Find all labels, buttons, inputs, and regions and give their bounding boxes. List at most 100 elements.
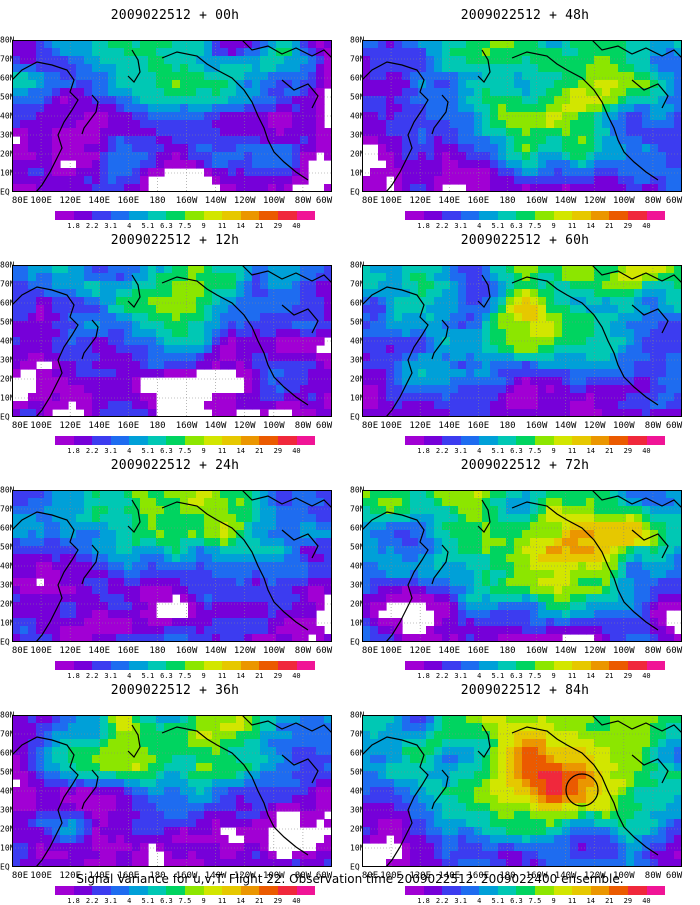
heatmap-cell bbox=[12, 88, 21, 97]
heatmap-cell bbox=[324, 305, 332, 314]
heatmap-cell bbox=[458, 369, 467, 378]
heatmap-cell bbox=[546, 329, 555, 338]
heatmap-cell bbox=[594, 490, 603, 499]
heatmap-cell bbox=[370, 40, 379, 49]
heatmap-cell bbox=[188, 570, 197, 579]
heatmap-cell bbox=[132, 40, 141, 49]
heatmap-cell bbox=[674, 361, 682, 370]
heatmap-cell bbox=[506, 385, 515, 394]
heatmap-cell bbox=[578, 281, 587, 290]
heatmap-cell bbox=[140, 610, 149, 619]
heatmap-cell bbox=[68, 168, 77, 177]
heatmap-cell bbox=[84, 851, 93, 860]
colorbar-swatch bbox=[222, 211, 241, 220]
heatmap-cell bbox=[252, 72, 261, 81]
heatmap-cell bbox=[292, 490, 301, 499]
heatmap-cell bbox=[498, 72, 507, 81]
heatmap-cell bbox=[618, 498, 627, 507]
heatmap-cell bbox=[284, 345, 293, 354]
heatmap-cell bbox=[92, 353, 101, 362]
heatmap-cell bbox=[562, 305, 571, 314]
heatmap-cell bbox=[514, 409, 523, 417]
heatmap-cell bbox=[68, 594, 77, 603]
heatmap-cell bbox=[92, 401, 101, 410]
heatmap-cell bbox=[268, 385, 277, 394]
heatmap-cell bbox=[570, 506, 579, 515]
heatmap-cell bbox=[60, 297, 69, 306]
heatmap-cell bbox=[212, 273, 221, 282]
heatmap-cell bbox=[316, 361, 325, 370]
heatmap-cell bbox=[554, 393, 563, 402]
heatmap-cell bbox=[28, 763, 37, 772]
heatmap-cell bbox=[538, 176, 547, 185]
heatmap-cell bbox=[450, 305, 459, 314]
heatmap-cell bbox=[12, 104, 21, 113]
heatmap-cell bbox=[522, 176, 531, 185]
heatmap-cell bbox=[498, 96, 507, 105]
heatmap-cell bbox=[658, 329, 667, 338]
colorbar-swatch bbox=[148, 661, 167, 670]
heatmap-cell bbox=[386, 297, 395, 306]
heatmap-cell bbox=[650, 514, 659, 523]
heatmap-cell bbox=[12, 313, 21, 322]
heatmap-cell bbox=[458, 393, 467, 402]
heatmap-cell bbox=[244, 377, 253, 386]
heatmap-cell bbox=[292, 265, 301, 274]
heatmap-cell bbox=[578, 353, 587, 362]
heatmap-cell bbox=[378, 361, 387, 370]
heatmap-cell bbox=[370, 184, 379, 192]
heatmap-cell bbox=[212, 843, 221, 852]
heatmap-cell bbox=[268, 80, 277, 89]
heatmap-cell bbox=[578, 506, 587, 515]
heatmap-cell bbox=[12, 771, 21, 780]
lon-tick-label: 140E bbox=[438, 421, 460, 431]
heatmap-cell bbox=[52, 168, 61, 177]
heatmap-cell bbox=[84, 369, 93, 378]
heatmap-cell bbox=[506, 337, 515, 346]
heatmap-cell bbox=[498, 313, 507, 322]
heatmap-cell bbox=[418, 345, 427, 354]
heatmap-cell bbox=[236, 795, 245, 804]
colorbar-swatch bbox=[74, 886, 93, 895]
heatmap-cell bbox=[76, 602, 85, 611]
heatmap-cell bbox=[228, 554, 237, 563]
heatmap-cell bbox=[92, 626, 101, 635]
heatmap-cell bbox=[212, 634, 221, 642]
heatmap-cell bbox=[20, 273, 29, 282]
heatmap-cell bbox=[132, 562, 141, 571]
heatmap-cell bbox=[316, 80, 325, 89]
heatmap-cell bbox=[12, 305, 21, 314]
heatmap-cell bbox=[610, 385, 619, 394]
heatmap-cell bbox=[434, 184, 443, 192]
heatmap-cell bbox=[172, 522, 181, 531]
heatmap-cell bbox=[84, 835, 93, 844]
heatmap-cell bbox=[666, 409, 675, 417]
heatmap-cell bbox=[100, 353, 109, 362]
heatmap-cell bbox=[36, 337, 45, 346]
heatmap-cell bbox=[594, 514, 603, 523]
heatmap-cell bbox=[586, 506, 595, 515]
heatmap-cell bbox=[578, 64, 587, 73]
heatmap-cell bbox=[92, 803, 101, 812]
heatmap-cell bbox=[450, 490, 459, 499]
heatmap-cell bbox=[20, 827, 29, 836]
heatmap-cell bbox=[362, 369, 371, 378]
heatmap-cell bbox=[60, 361, 69, 370]
heatmap-cell bbox=[84, 64, 93, 73]
heatmap-cell bbox=[132, 168, 141, 177]
lon-tick-label: 100W bbox=[613, 196, 635, 206]
heatmap-cell bbox=[52, 594, 61, 603]
heatmap-cell bbox=[300, 152, 309, 161]
heatmap-cell bbox=[156, 104, 165, 113]
heatmap-cell bbox=[530, 353, 539, 362]
heatmap-cell bbox=[292, 586, 301, 595]
heatmap-cell bbox=[212, 313, 221, 322]
heatmap-cell bbox=[236, 329, 245, 338]
heatmap-cell bbox=[450, 297, 459, 306]
heatmap-cell bbox=[308, 610, 317, 619]
heatmap-cell bbox=[108, 723, 117, 732]
heatmap-cell bbox=[522, 401, 531, 410]
heatmap-cell bbox=[386, 152, 395, 161]
heatmap-cell bbox=[594, 401, 603, 410]
heatmap-cell bbox=[276, 112, 285, 121]
